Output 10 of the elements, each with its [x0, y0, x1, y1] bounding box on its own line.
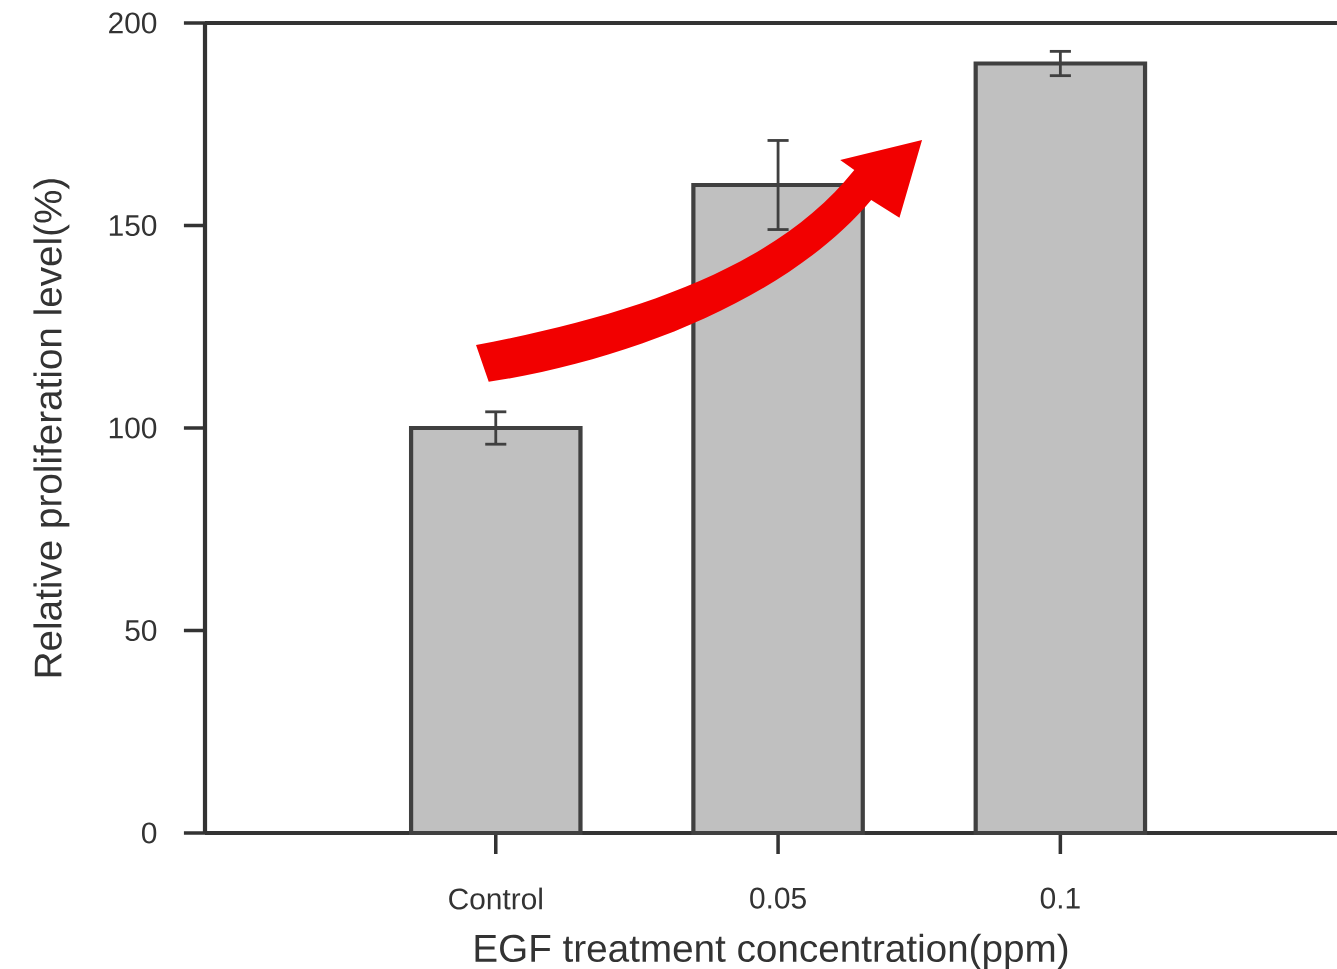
y-axis-title: Relative proliferation level(%) [33, 179, 70, 677]
y-tick-label: 200 [109, 12, 157, 34]
y-tick-label: 150 [109, 214, 157, 237]
x-axis-title: EGF treatment concentration(ppm) [475, 933, 1068, 969]
y-tick-label: 50 [125, 619, 157, 642]
x-tick-label: 0.05 [750, 887, 806, 909]
y-tick-label: 0 [141, 822, 157, 844]
x-tick-label: Control [449, 887, 542, 910]
y-tick-label: 100 [109, 417, 157, 439]
x-tick-label: 0.1 [1040, 887, 1080, 909]
